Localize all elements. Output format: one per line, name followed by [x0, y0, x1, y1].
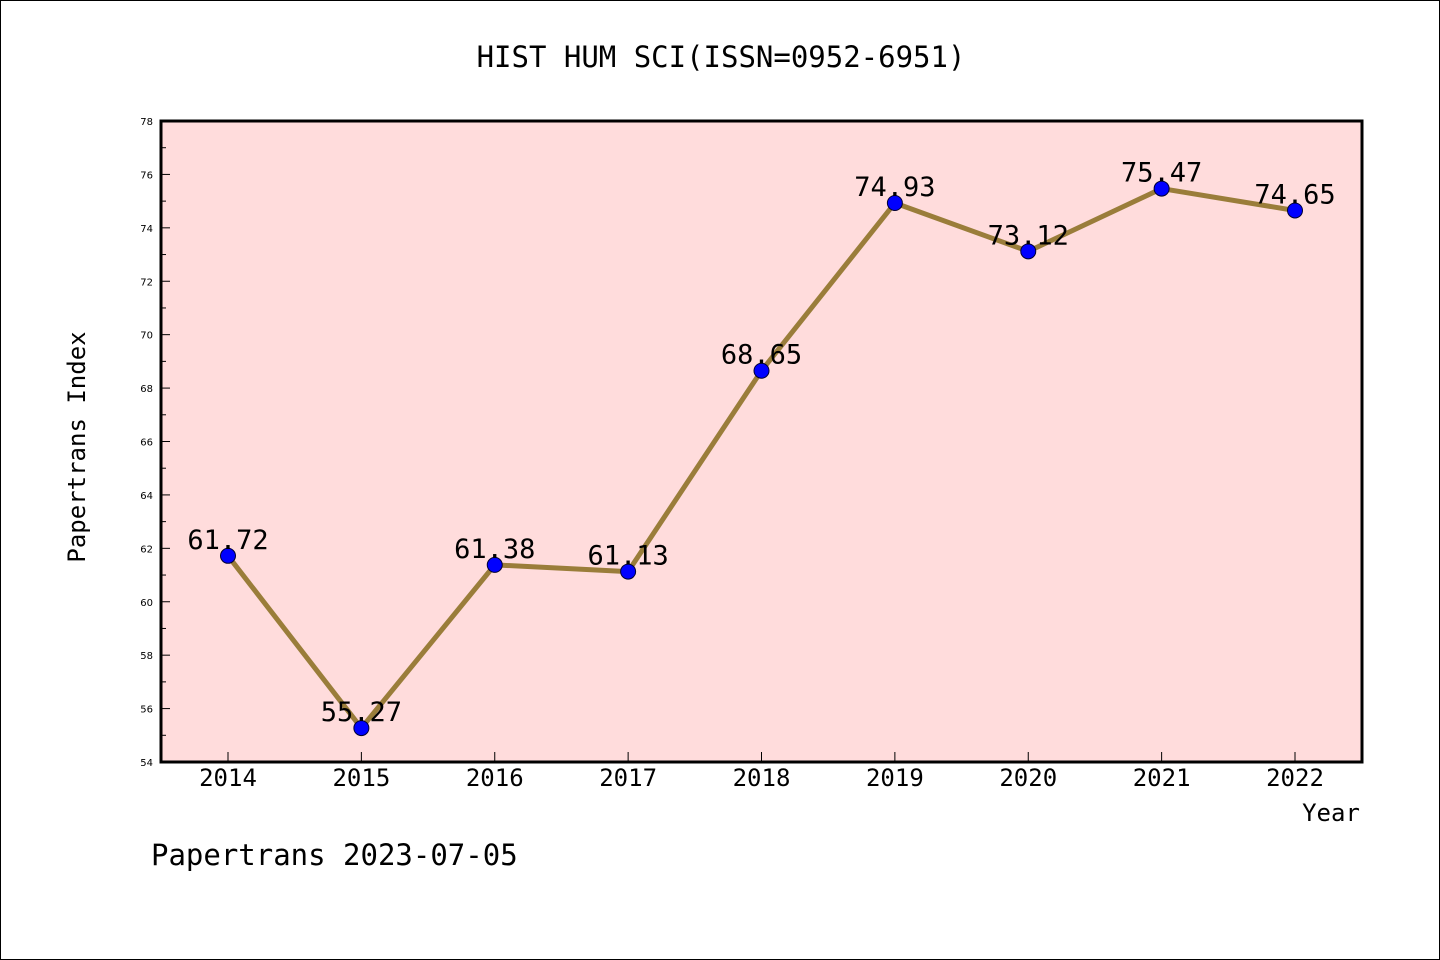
chart-title: HIST HUM SCI(ISSN=0952-6951) [477, 40, 966, 74]
y-tick-label: 74 [140, 224, 153, 235]
y-tick-label: 56 [140, 705, 153, 716]
data-label: 61.38 [454, 534, 535, 565]
y-tick-label: 66 [140, 438, 153, 449]
x-axis: 2014 2015 2016 2017 2018 2019 2020 2021 2022 [199, 752, 1324, 792]
y-tick-label: 62 [140, 544, 153, 555]
x-tick-label: 2022 [1266, 764, 1324, 792]
y-tick-label: 60 [140, 598, 153, 609]
y-axis: 54 56 58 60 62 64 66 68 70 72 74 76 78 [140, 117, 170, 769]
data-label: 74.65 [1254, 179, 1335, 210]
data-label: 61.72 [187, 525, 268, 556]
y-tick-label: 72 [140, 277, 153, 288]
x-tick-label: 2021 [1133, 764, 1191, 792]
data-point [1020, 243, 1037, 260]
x-tick-label: 2020 [999, 764, 1057, 792]
x-tick-label: 2019 [866, 764, 924, 792]
y-tick-label: 70 [140, 331, 153, 342]
y-tick-label: 58 [140, 651, 153, 662]
y-tick-label: 68 [140, 384, 153, 395]
data-point [1287, 202, 1303, 219]
data-label: 75.47 [1121, 158, 1202, 189]
y-tick-label: 64 [140, 491, 153, 502]
data-point [620, 563, 637, 580]
y-tick-label: 78 [140, 117, 153, 128]
data-point [353, 720, 370, 737]
footer-text: Papertrans 2023-07-05 [151, 838, 518, 872]
data-point [486, 556, 503, 573]
x-tick-label: 2018 [733, 764, 791, 792]
data-point [220, 547, 236, 564]
series-layer: 61.72 55.27 61.38 61.13 68.65 74.93 73.12 75.47… [187, 158, 1336, 737]
data-label: 74.93 [854, 172, 935, 203]
x-tick-label: 2017 [599, 764, 657, 792]
y-tick-label: 76 [140, 170, 153, 181]
y-axis-label: Papertrans Index [63, 331, 91, 562]
data-label: 55.27 [321, 697, 402, 728]
x-axis-label: Year [1302, 799, 1360, 827]
data-point [753, 362, 770, 379]
data-point [1153, 180, 1170, 197]
data-point [886, 194, 903, 211]
y-tick-label: 54 [140, 758, 153, 769]
x-tick-label: 2016 [466, 764, 524, 792]
data-label: 61.13 [587, 541, 668, 572]
x-tick-label: 2014 [199, 764, 257, 792]
plot-area [159, 119, 1364, 764]
data-label: 73.12 [988, 220, 1069, 251]
x-tick-label: 2015 [332, 764, 390, 792]
data-label: 68.65 [721, 340, 802, 371]
